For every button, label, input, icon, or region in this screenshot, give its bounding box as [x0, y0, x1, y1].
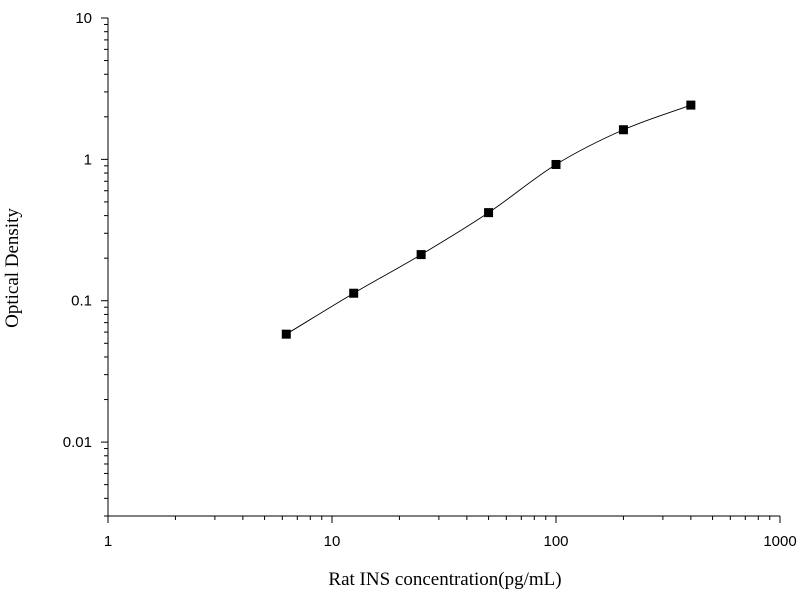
data-point — [349, 288, 359, 298]
x-tick-label: 1 — [104, 533, 112, 550]
tick-labels: 1 10 100 1000 0.01 0.1 1 10 — [63, 10, 797, 550]
y-tick-label: 0.01 — [63, 434, 92, 451]
x-tick-label: 10 — [324, 533, 341, 550]
data-point — [281, 329, 291, 339]
y-tick-label: 0.1 — [71, 293, 92, 310]
axes — [107, 18, 780, 517]
y-tick-label: 10 — [75, 10, 92, 27]
data-point — [618, 125, 628, 135]
y-axis-title: Optical Density — [2, 208, 23, 328]
x-tick-label: 100 — [543, 533, 568, 550]
data-point — [484, 208, 494, 218]
x-tick-label: 1000 — [763, 533, 796, 550]
y-tick-label: 1 — [84, 151, 92, 168]
tick-marks — [101, 17, 781, 523]
data-point — [551, 159, 561, 169]
data-points — [281, 100, 696, 339]
fit-curve — [286, 104, 692, 335]
data-point — [686, 100, 696, 110]
data-point — [416, 250, 426, 260]
x-axis-title: Rat INS concentration(pg/mL) — [328, 569, 561, 590]
